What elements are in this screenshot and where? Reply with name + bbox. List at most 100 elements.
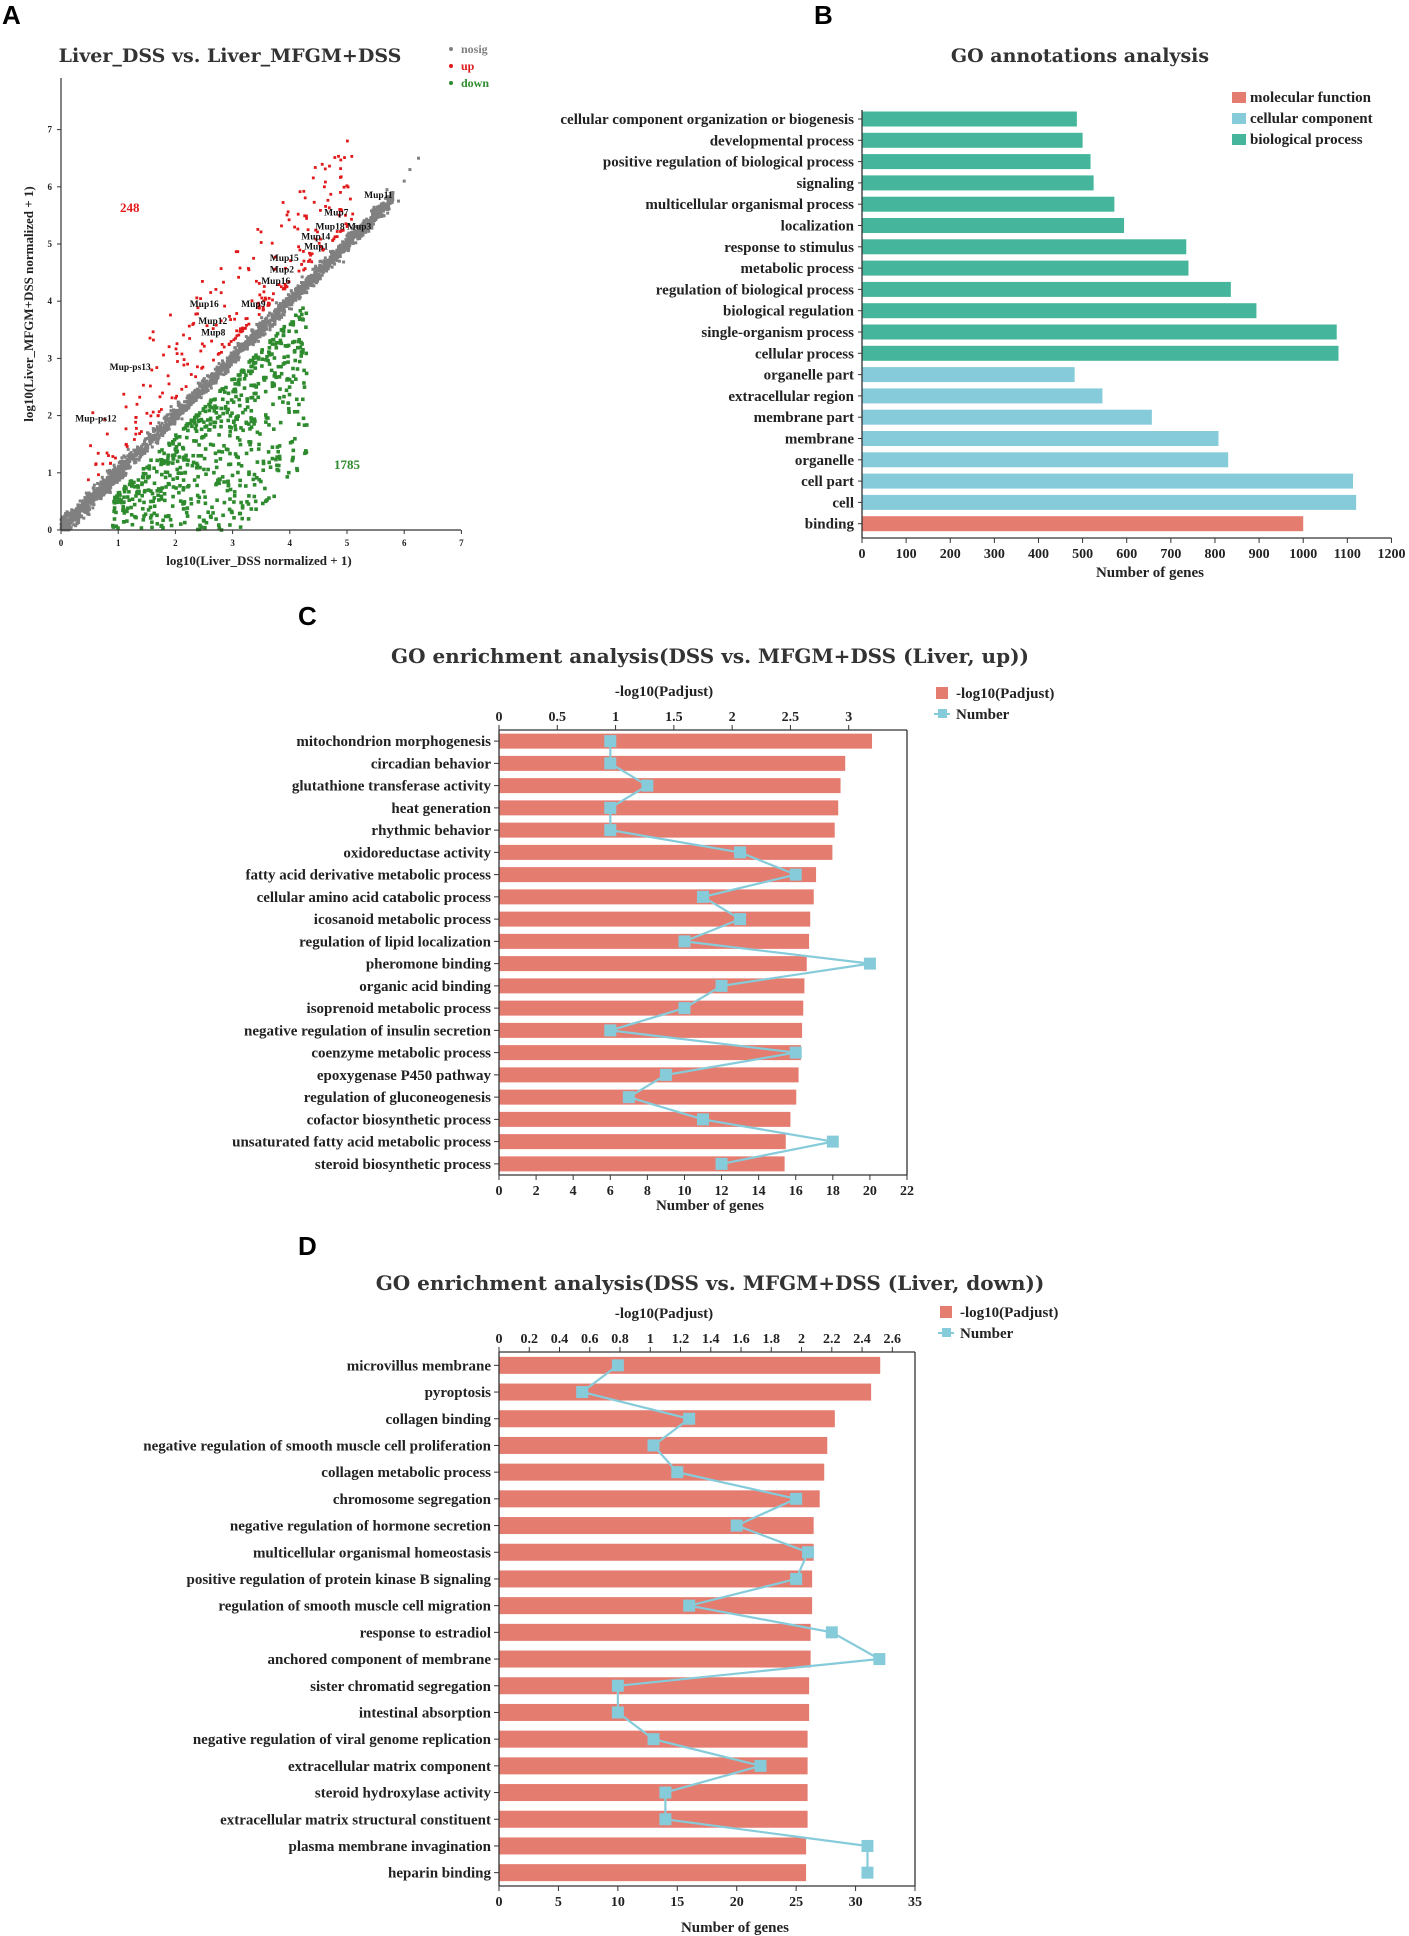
point-nosig — [278, 302, 282, 305]
point-down — [146, 488, 151, 492]
point-nosig — [220, 369, 224, 372]
point-nosig — [326, 265, 330, 269]
point-nosig — [168, 420, 171, 424]
point-nosig — [132, 458, 136, 462]
point-down — [115, 494, 119, 498]
point-down — [238, 483, 242, 488]
point-nosig — [60, 515, 64, 519]
point-down — [122, 495, 126, 499]
point-nosig — [369, 224, 373, 228]
point-down — [208, 514, 213, 518]
point-down — [199, 525, 204, 529]
point-down — [252, 422, 256, 426]
point-nosig — [238, 342, 242, 346]
point-up — [134, 420, 137, 424]
point-nosig — [168, 412, 172, 416]
point-down — [189, 418, 194, 423]
point-nosig — [237, 349, 241, 353]
point-nosig — [373, 209, 377, 213]
point-up — [109, 461, 112, 465]
point-up — [237, 333, 241, 337]
point-down — [249, 419, 254, 424]
point-up — [201, 280, 204, 283]
point-nosig — [83, 496, 87, 500]
point-nosig — [271, 318, 274, 322]
point-up — [134, 416, 138, 419]
point-down — [261, 468, 265, 472]
point-down — [253, 398, 257, 403]
point-nosig — [229, 361, 233, 365]
point-nosig — [344, 246, 348, 249]
point-down — [290, 380, 294, 384]
point-nosig — [110, 472, 113, 476]
bar-organelle — [862, 452, 1229, 468]
point-nosig — [95, 487, 99, 491]
point-nosig — [342, 260, 346, 264]
point-nosig — [228, 365, 231, 369]
point-down — [297, 359, 302, 364]
point-nosig — [337, 248, 341, 252]
point-down — [270, 352, 274, 356]
point-up — [196, 306, 200, 310]
point-up — [273, 255, 277, 259]
point-nosig — [346, 241, 350, 245]
point-down — [203, 525, 207, 530]
number-series-point — [641, 779, 654, 792]
point-down — [166, 481, 171, 486]
point-up — [161, 391, 164, 395]
point-nosig — [99, 480, 103, 484]
point-nosig — [95, 497, 98, 501]
point-nosig — [339, 245, 343, 249]
point-down — [304, 325, 308, 329]
point-nosig — [162, 428, 166, 432]
point-nosig — [300, 291, 304, 295]
bar-padjust — [499, 889, 814, 905]
point-nosig — [190, 391, 194, 395]
point-nosig — [133, 452, 137, 456]
point-up — [255, 279, 258, 283]
legend-label: molecular function — [1250, 90, 1372, 106]
point-nosig — [109, 482, 113, 486]
point-up — [125, 442, 128, 446]
point-nosig — [256, 339, 260, 343]
number-series-point — [863, 957, 876, 970]
point-down — [208, 418, 213, 422]
point-down — [163, 475, 168, 480]
point-down — [196, 413, 201, 417]
number-series-point — [659, 1786, 672, 1799]
point-down — [207, 402, 211, 407]
point-nosig — [176, 411, 180, 415]
point-down — [206, 510, 210, 514]
point-down — [249, 425, 254, 429]
point-down — [277, 463, 281, 468]
bar-padjust — [499, 1650, 811, 1668]
point-nosig — [335, 255, 339, 259]
point-nosig — [349, 235, 353, 239]
point-up — [262, 308, 265, 312]
point-nosig — [115, 474, 119, 478]
point-nosig — [200, 392, 204, 396]
category-label: organelle — [795, 453, 854, 469]
point-up — [105, 432, 109, 436]
point-up — [302, 189, 306, 193]
gene-annotation: Mup12 — [198, 317, 227, 327]
point-down — [243, 407, 248, 412]
point-up — [344, 222, 348, 226]
point-down — [182, 500, 187, 504]
point-down — [174, 486, 178, 490]
point-down — [189, 497, 193, 501]
point-down — [171, 477, 175, 481]
point-nosig — [363, 230, 367, 233]
x-tick-label: 900 — [1249, 547, 1270, 562]
point-up — [167, 382, 171, 386]
point-nosig — [83, 506, 87, 510]
point-nosig — [293, 293, 297, 297]
point-nosig — [291, 300, 295, 304]
point-nosig — [140, 451, 144, 455]
point-down — [256, 395, 260, 400]
point-nosig — [349, 233, 353, 237]
bar-padjust — [499, 1356, 881, 1374]
point-nosig — [143, 450, 146, 453]
x-tick-label: 300 — [984, 547, 1005, 562]
point-nosig — [223, 362, 227, 366]
